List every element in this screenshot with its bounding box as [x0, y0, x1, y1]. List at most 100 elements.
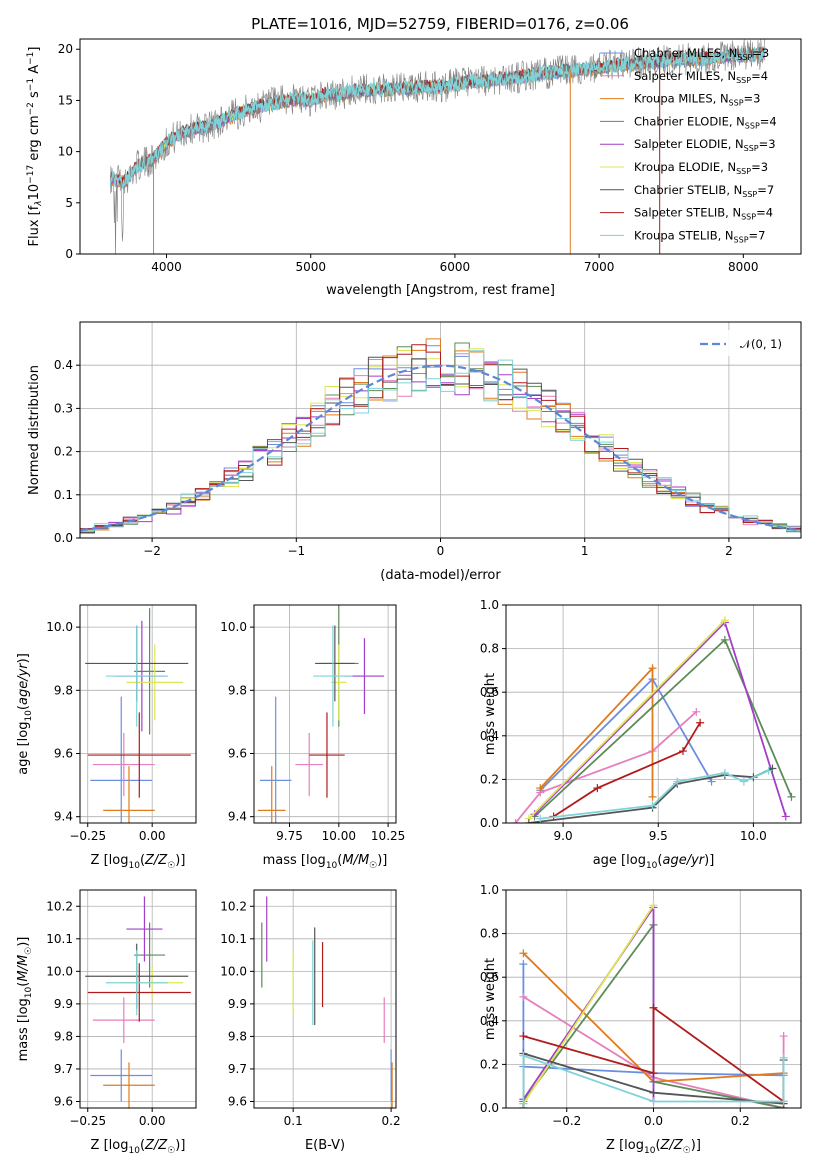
- x-axis-label: age [log10(age/yr)]: [593, 853, 715, 871]
- y-tick-label: 9.6: [228, 1094, 247, 1108]
- label-part: )]: [704, 853, 714, 868]
- weight-line: [514, 711, 697, 823]
- x-tick-label: 0.2: [731, 1114, 750, 1128]
- y-tick-label: 9.8: [54, 1029, 73, 1043]
- label-part: Z/Z: [144, 1138, 168, 1153]
- legend-text: Salpeter STELIB, N: [634, 206, 741, 220]
- y-tick-label: 9.8: [54, 683, 73, 697]
- legend-value: =7: [749, 228, 766, 242]
- axes-frame: [253, 604, 397, 824]
- label-part: Z/Z: [144, 853, 168, 868]
- weight-vs-Z-plot-area: [519, 901, 788, 1108]
- weight-marker: [649, 901, 658, 910]
- y-tick-label: 9.7: [228, 1062, 247, 1076]
- weight-marker: [720, 635, 729, 644]
- y-tick-label: 9.9: [228, 997, 247, 1011]
- x-axis-label: Z [log10(Z/Z☉)]: [606, 1138, 701, 1156]
- legend-value: =4: [751, 69, 768, 83]
- y-tick-label: 0.1: [54, 488, 73, 502]
- legend-sub: SSP: [744, 144, 759, 153]
- weight-marker: [648, 664, 657, 673]
- x-tick-label: 6000: [440, 260, 471, 274]
- y-axis-label: mass weight: [483, 673, 498, 755]
- label-part: 10: [326, 861, 338, 871]
- y-tick-label: 9.4: [54, 810, 73, 824]
- x-tick-label: 0.1: [284, 1114, 303, 1128]
- x-tick-label: 0.2: [382, 1114, 401, 1128]
- x-axis-label: wavelength [Angstrom, rest frame]: [326, 283, 555, 298]
- weight-line: [522, 964, 784, 1077]
- label-part: erg cm: [27, 115, 42, 164]
- spectrum-plot-area: [109, 39, 766, 254]
- weight-marker: [720, 768, 729, 777]
- legend-value: =4: [760, 114, 777, 128]
- legend-value: =3: [744, 92, 761, 106]
- spectrum-axes: [109, 39, 766, 254]
- y-tick-label: 0: [65, 247, 73, 261]
- x-axis-label: E(B-V): [305, 1138, 345, 1153]
- y-tick-label: 15: [58, 93, 73, 107]
- legend-entry: Chabrier ELODIE, NSSP=4: [634, 114, 777, 130]
- label-part: (: [16, 982, 31, 987]
- weight-marker: [524, 819, 533, 823]
- weight-marker: [511, 819, 520, 823]
- label-part: −17: [26, 165, 36, 184]
- y-tick-label: 10.0: [46, 620, 73, 634]
- y-tick-label: 9.9: [54, 997, 73, 1011]
- y-tick-label: 10.0: [220, 964, 247, 978]
- x-tick-label: 2: [725, 544, 733, 558]
- weight-marker: [779, 1097, 788, 1106]
- label-part: λ: [34, 200, 44, 206]
- spectrum-frame: 4000 5000 6000 7000 8000 0 5 10 15 20: [58, 38, 802, 274]
- legend-entry: Kroupa MILES, NSSP=3: [634, 92, 760, 108]
- label-part: M/M: [342, 853, 369, 868]
- x-tick-label: −0.25: [69, 1114, 106, 1128]
- legend-entry: 𝒩(0, 1): [740, 337, 782, 351]
- y-tick-label: 10.0: [220, 620, 247, 634]
- weight-line: [528, 619, 726, 820]
- y-tick-label: 9.8: [228, 683, 247, 697]
- label-part: mass [log: [263, 853, 326, 868]
- legend-text: Salpeter ELODIE, N: [634, 137, 744, 151]
- y-tick-label: 10.2: [46, 899, 73, 913]
- label-part: )]: [175, 1138, 185, 1153]
- legend-text: Kroupa STELIB, N: [634, 228, 734, 242]
- y-axis-label: Flux [fλ10−17 erg cm−2 s−1 A−1]: [26, 47, 44, 247]
- label-part: (: [655, 1138, 660, 1153]
- legend-sub: SSP: [734, 235, 749, 244]
- label-part: M/M: [16, 955, 31, 982]
- label-part: age/yr: [662, 853, 705, 868]
- legend-text: Kroupa ELODIE, N: [634, 160, 736, 174]
- mass-vs-EBV-frame: 0.1 0.2 9.6 9.7 9.8 9.9 10.0 10.1 10.2: [220, 889, 401, 1128]
- label-part: 10: [644, 1146, 656, 1156]
- label-part: (: [337, 853, 342, 868]
- legend-entry: Kroupa ELODIE, NSSP=3: [634, 160, 768, 176]
- weight-marker: [696, 718, 705, 727]
- age-vs-mass-axes: [254, 605, 396, 823]
- model-spectrum-line: [109, 46, 766, 190]
- legend-text: Chabrier ELODIE, N: [634, 114, 745, 128]
- y-tick-label: 1.0: [480, 598, 499, 612]
- label-part: 10: [24, 986, 34, 998]
- legend-sub: SSP: [729, 99, 744, 108]
- label-part: Z [log: [91, 853, 129, 868]
- weight-marker: [707, 777, 716, 786]
- label-part: (: [657, 853, 662, 868]
- y-axis-label: age [log10(age/yr)]: [16, 653, 34, 775]
- weight-marker: [519, 992, 528, 1001]
- weight-marker: [649, 1069, 658, 1078]
- y-tick-label: 9.4: [228, 810, 247, 824]
- weight-marker: [781, 812, 790, 821]
- age-vs-Z-axes: [80, 605, 196, 823]
- legend-entry: Salpeter STELIB, NSSP=4: [634, 206, 773, 222]
- legend-sub: SSP: [741, 213, 756, 222]
- label-part: (: [140, 853, 145, 868]
- weight-line: [522, 904, 655, 1105]
- label-part: −1: [26, 52, 36, 65]
- y-tick-label: 0.0: [480, 1101, 499, 1115]
- legend-sub: SSP: [736, 76, 751, 85]
- y-tick-label: 5: [65, 196, 73, 210]
- label-part: ☉: [167, 861, 175, 871]
- legend-entry: Chabrier MILES, NSSP=3: [634, 46, 769, 62]
- label-part: 10: [24, 710, 34, 722]
